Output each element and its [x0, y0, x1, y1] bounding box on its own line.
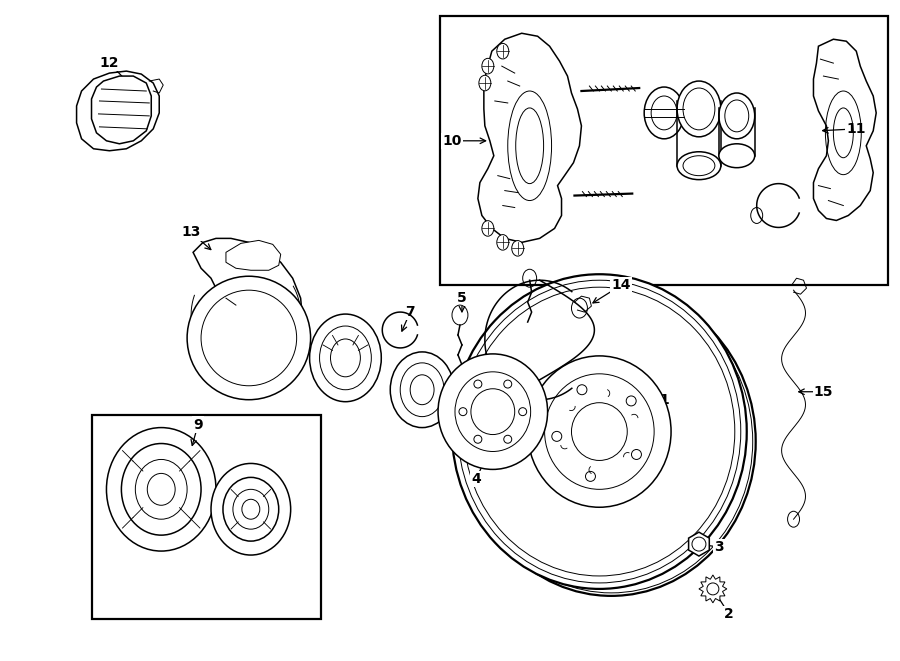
- Ellipse shape: [438, 354, 547, 469]
- Ellipse shape: [106, 428, 216, 551]
- Text: 7: 7: [405, 305, 415, 319]
- Ellipse shape: [391, 352, 454, 428]
- Text: 14: 14: [611, 278, 631, 292]
- Ellipse shape: [467, 287, 756, 596]
- Text: 4: 4: [471, 473, 481, 486]
- Ellipse shape: [310, 314, 382, 402]
- Polygon shape: [76, 71, 159, 151]
- Ellipse shape: [644, 87, 684, 139]
- Bar: [440, 17, 888, 285]
- Polygon shape: [814, 39, 877, 221]
- Ellipse shape: [470, 290, 752, 593]
- Ellipse shape: [482, 58, 494, 74]
- Polygon shape: [478, 33, 581, 243]
- Polygon shape: [92, 76, 151, 144]
- Ellipse shape: [452, 274, 747, 589]
- Text: 13: 13: [182, 225, 201, 239]
- Text: 6: 6: [410, 361, 420, 375]
- Ellipse shape: [719, 144, 755, 168]
- Text: 2: 2: [724, 607, 733, 621]
- Ellipse shape: [187, 276, 310, 400]
- Ellipse shape: [527, 356, 671, 507]
- Ellipse shape: [122, 444, 201, 535]
- Ellipse shape: [497, 235, 508, 250]
- Bar: [92, 414, 320, 619]
- Text: 5: 5: [457, 291, 467, 305]
- Polygon shape: [688, 532, 709, 556]
- Text: 1: 1: [659, 393, 669, 407]
- Ellipse shape: [223, 477, 279, 541]
- Polygon shape: [226, 241, 281, 270]
- Ellipse shape: [497, 44, 508, 59]
- Ellipse shape: [211, 463, 291, 555]
- Text: 3: 3: [714, 540, 724, 554]
- Ellipse shape: [512, 241, 524, 256]
- Text: 15: 15: [814, 385, 833, 399]
- Ellipse shape: [479, 75, 490, 91]
- Polygon shape: [699, 575, 727, 603]
- Text: 10: 10: [442, 134, 462, 148]
- Text: 8: 8: [326, 331, 336, 345]
- Text: 11: 11: [847, 122, 866, 136]
- Ellipse shape: [677, 81, 721, 137]
- Text: 12: 12: [100, 56, 119, 70]
- Text: 9: 9: [194, 418, 202, 432]
- Ellipse shape: [482, 221, 494, 236]
- Polygon shape: [194, 239, 302, 386]
- Ellipse shape: [677, 152, 721, 180]
- Ellipse shape: [719, 93, 755, 139]
